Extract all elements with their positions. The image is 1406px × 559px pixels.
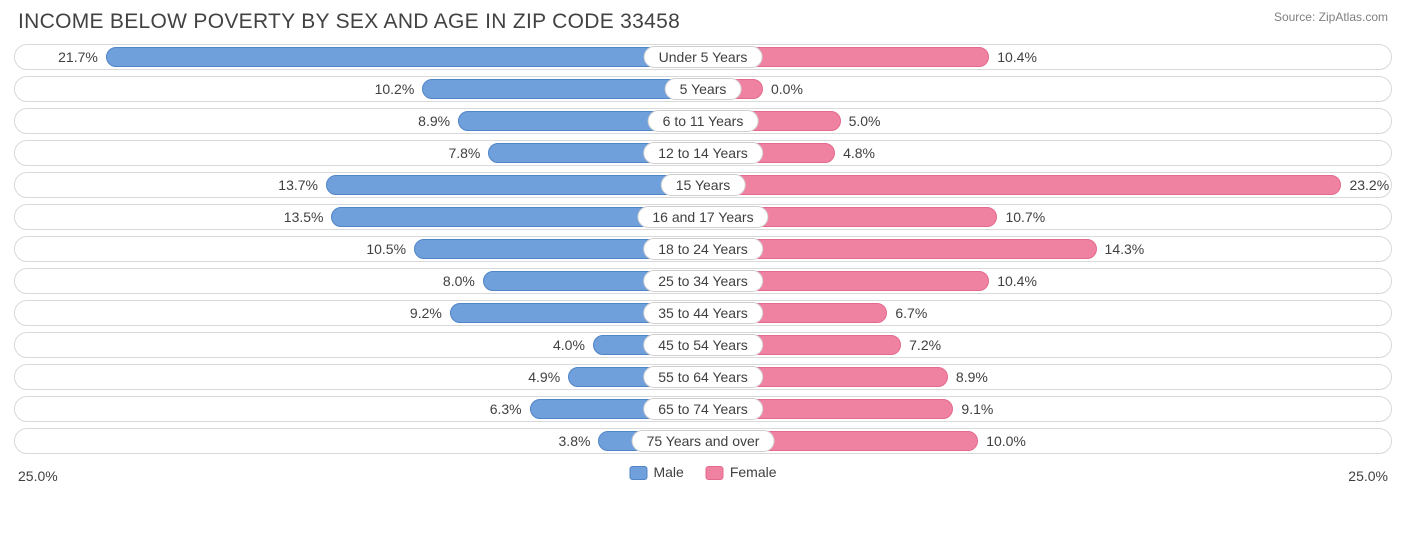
female-value-label: 0.0%	[771, 77, 803, 101]
female-value-label: 10.0%	[986, 429, 1026, 453]
category-badge: 12 to 14 Years	[643, 142, 763, 164]
chart-row: 6.3% 9.1% 65 to 74 Years	[14, 396, 1392, 422]
category-badge: 6 to 11 Years	[648, 110, 759, 132]
chart-row: 21.7% 10.4% Under 5 Years	[14, 44, 1392, 70]
category-badge: Under 5 Years	[644, 46, 763, 68]
male-value-label: 8.0%	[443, 269, 475, 293]
category-badge: 75 Years and over	[632, 430, 775, 452]
chart-header: INCOME BELOW POVERTY BY SEX AND AGE IN Z…	[14, 10, 1392, 44]
female-value-label: 6.7%	[895, 301, 927, 325]
chart-row: 3.8% 10.0% 75 Years and over	[14, 428, 1392, 454]
legend-item-female: Female	[706, 464, 777, 480]
poverty-by-sex-age-chart: INCOME BELOW POVERTY BY SEX AND AGE IN Z…	[0, 0, 1406, 559]
male-bar	[326, 175, 703, 195]
female-value-label: 4.8%	[843, 141, 875, 165]
male-bar	[106, 47, 703, 67]
chart-row: 4.9% 8.9% 55 to 64 Years	[14, 364, 1392, 390]
female-value-label: 10.7%	[1005, 205, 1045, 229]
female-value-label: 9.1%	[961, 397, 993, 421]
male-value-label: 4.0%	[553, 333, 585, 357]
female-bar	[703, 175, 1341, 195]
male-value-label: 10.2%	[375, 77, 415, 101]
category-badge: 65 to 74 Years	[643, 398, 763, 420]
legend-item-male: Male	[629, 464, 683, 480]
category-badge: 55 to 64 Years	[643, 366, 763, 388]
chart-row: 13.7% 23.2% 15 Years	[14, 172, 1392, 198]
chart-source: Source: ZipAtlas.com	[1274, 10, 1388, 24]
category-badge: 5 Years	[665, 78, 742, 100]
chart-row: 8.9% 5.0% 6 to 11 Years	[14, 108, 1392, 134]
female-value-label: 10.4%	[997, 45, 1037, 69]
male-value-label: 6.3%	[490, 397, 522, 421]
chart-rows: 21.7% 10.4% Under 5 Years 10.2% 0.0% 5 Years 8…	[14, 44, 1392, 454]
female-value-label: 8.9%	[956, 365, 988, 389]
male-value-label: 21.7%	[58, 45, 98, 69]
female-value-label: 10.4%	[997, 269, 1037, 293]
chart-title: INCOME BELOW POVERTY BY SEX AND AGE IN Z…	[18, 10, 680, 34]
category-badge: 25 to 34 Years	[643, 270, 763, 292]
chart-row: 10.5% 14.3% 18 to 24 Years	[14, 236, 1392, 262]
male-value-label: 10.5%	[366, 237, 406, 261]
category-badge: 15 Years	[661, 174, 746, 196]
female-value-label: 5.0%	[849, 109, 881, 133]
category-badge: 45 to 54 Years	[643, 334, 763, 356]
male-value-label: 7.8%	[448, 141, 480, 165]
male-value-label: 13.5%	[284, 205, 324, 229]
category-badge: 16 and 17 Years	[637, 206, 768, 228]
female-value-label: 14.3%	[1105, 237, 1145, 261]
legend-swatch-male	[629, 466, 647, 480]
female-value-label: 7.2%	[909, 333, 941, 357]
male-value-label: 3.8%	[559, 429, 591, 453]
male-value-label: 4.9%	[528, 365, 560, 389]
male-bar	[422, 79, 703, 99]
legend-label-female: Female	[730, 464, 777, 480]
male-value-label: 9.2%	[410, 301, 442, 325]
chart-row: 7.8% 4.8% 12 to 14 Years	[14, 140, 1392, 166]
chart-row: 13.5% 10.7% 16 and 17 Years	[14, 204, 1392, 230]
legend: Male Female	[629, 464, 776, 480]
chart-row: 9.2% 6.7% 35 to 44 Years	[14, 300, 1392, 326]
legend-swatch-female	[706, 466, 724, 480]
axis-label-left: 25.0%	[18, 468, 58, 484]
category-badge: 35 to 44 Years	[643, 302, 763, 324]
male-value-label: 13.7%	[278, 173, 318, 197]
male-value-label: 8.9%	[418, 109, 450, 133]
chart-footer: 25.0% Male Female 25.0%	[14, 460, 1392, 494]
legend-label-male: Male	[653, 464, 683, 480]
chart-row: 8.0% 10.4% 25 to 34 Years	[14, 268, 1392, 294]
chart-row: 4.0% 7.2% 45 to 54 Years	[14, 332, 1392, 358]
female-value-label: 23.2%	[1349, 173, 1389, 197]
chart-row: 10.2% 0.0% 5 Years	[14, 76, 1392, 102]
category-badge: 18 to 24 Years	[643, 238, 763, 260]
axis-label-right: 25.0%	[1348, 468, 1388, 484]
